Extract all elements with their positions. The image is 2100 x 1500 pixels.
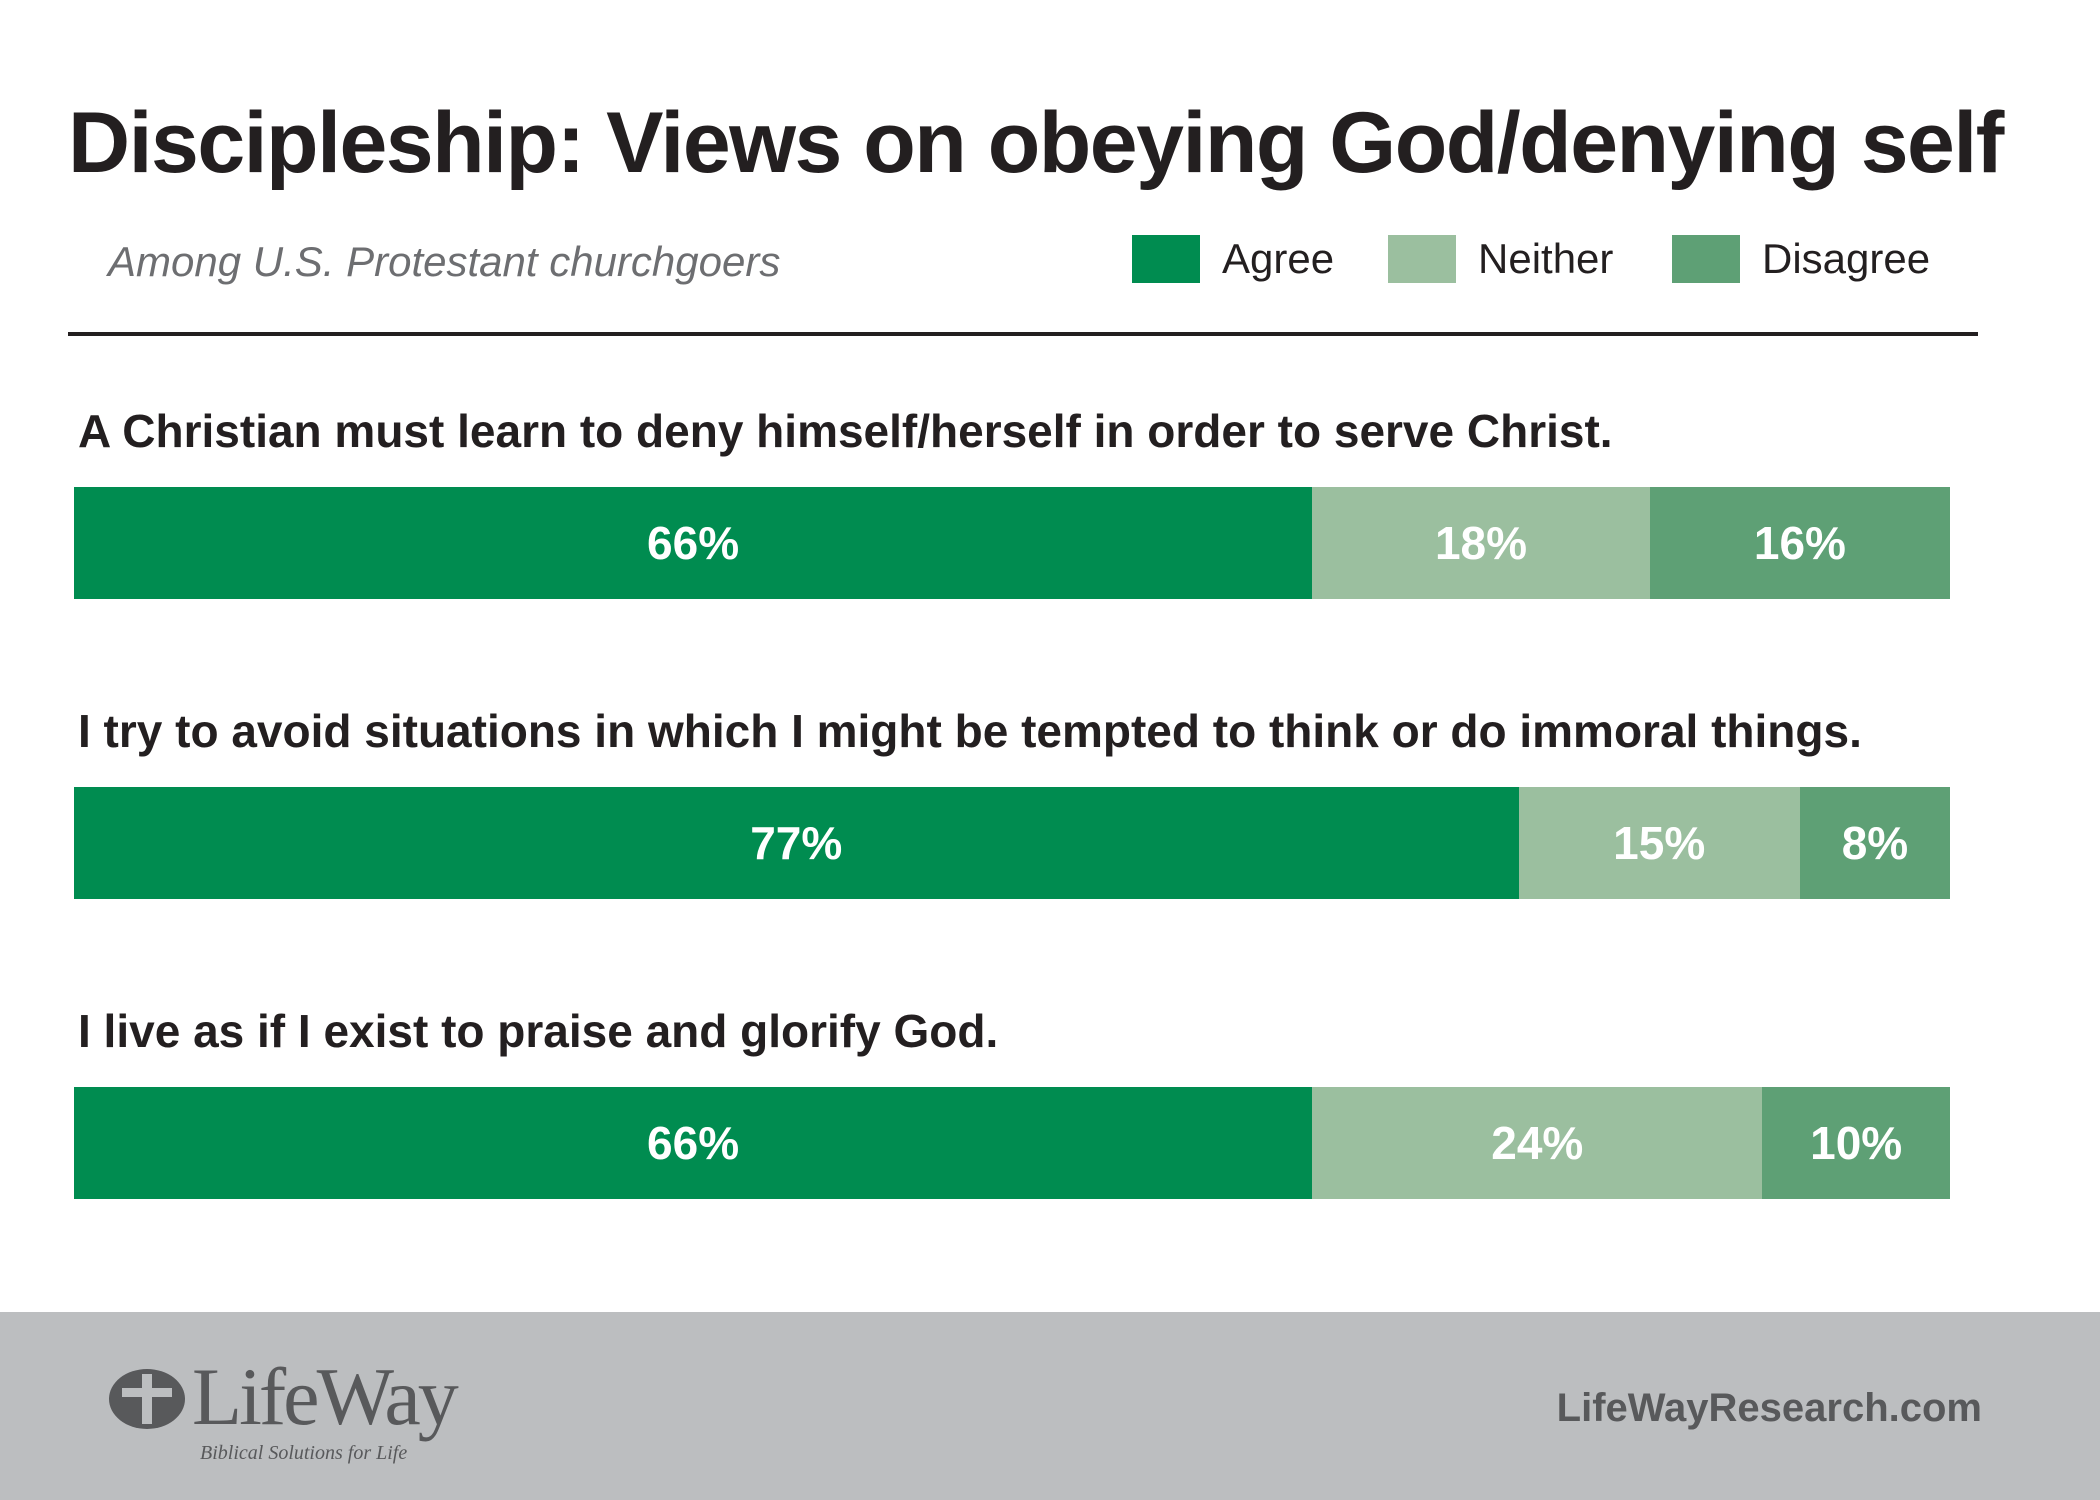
question-label-1: A Christian must learn to deny himself/h… bbox=[78, 405, 1613, 457]
bar-2-agree: 77% bbox=[74, 787, 1519, 899]
bar-3-disagree-label: 10% bbox=[1810, 1117, 1903, 1169]
legend-swatch-neither bbox=[1388, 235, 1456, 283]
bar-1-neither: 18% bbox=[1312, 487, 1650, 599]
title-divider bbox=[68, 332, 1978, 336]
website-link[interactable]: LifeWayResearch.com bbox=[1556, 1386, 1982, 1430]
bar-1-agree: 66% bbox=[74, 487, 1313, 599]
bar-2-agree-label: 77% bbox=[750, 817, 843, 869]
bar-2-neither-label: 15% bbox=[1613, 817, 1706, 869]
bar-1-disagree-label: 16% bbox=[1753, 517, 1846, 569]
question-label-3: I live as if I exist to praise and glori… bbox=[78, 1005, 999, 1057]
bar-3-agree: 66% bbox=[74, 1087, 1313, 1199]
question-label-2: I try to avoid situations in which I mig… bbox=[78, 705, 1862, 757]
bar-3-neither: 24% bbox=[1312, 1087, 1763, 1199]
bar-2-neither: 15% bbox=[1518, 787, 1800, 899]
chart-title: Discipleship: Views on obeying God/denyi… bbox=[68, 95, 2004, 191]
legend-item-neither: Neither bbox=[1388, 234, 1613, 284]
bar-1-neither-label: 18% bbox=[1434, 517, 1528, 569]
bar-3-disagree: 10% bbox=[1762, 1087, 1950, 1199]
stacked-bar-3: 66% 24% 10% bbox=[74, 1087, 1950, 1199]
legend-swatch-agree bbox=[1132, 235, 1200, 283]
footer: LifeWay Biblical Solutions for Life Life… bbox=[0, 1312, 2100, 1500]
bar-2-disagree: 8% bbox=[1799, 787, 1950, 899]
legend-label-neither: Neither bbox=[1478, 235, 1614, 282]
logo-wordmark: LifeWay bbox=[192, 1351, 459, 1442]
bar-1-disagree: 16% bbox=[1649, 487, 1950, 599]
bar-3-agree-label: 66% bbox=[647, 1117, 740, 1169]
bar-1-agree-label: 66% bbox=[647, 517, 740, 569]
legend-swatch-disagree bbox=[1672, 235, 1740, 283]
stacked-bar-2: 77% 15% 8% bbox=[74, 787, 1950, 899]
stacked-bar-1: 66% 18% 16% bbox=[74, 487, 1950, 599]
bar-3-neither-label: 24% bbox=[1491, 1117, 1584, 1169]
logo-tagline: Biblical Solutions for Life bbox=[200, 1442, 408, 1464]
legend-label-agree: Agree bbox=[1222, 235, 1335, 282]
lifeway-cross-icon bbox=[109, 1369, 185, 1429]
legend-label-disagree: Disagree bbox=[1762, 235, 1931, 282]
legend-item-agree: Agree bbox=[1132, 234, 1334, 284]
chart-subtitle: Among U.S. Protestant churchgoers bbox=[108, 238, 781, 285]
bar-2-disagree-label: 8% bbox=[1841, 817, 1909, 869]
legend-item-disagree: Disagree bbox=[1672, 234, 1930, 284]
lifeway-logo: LifeWay Biblical Solutions for Life bbox=[108, 1356, 468, 1480]
